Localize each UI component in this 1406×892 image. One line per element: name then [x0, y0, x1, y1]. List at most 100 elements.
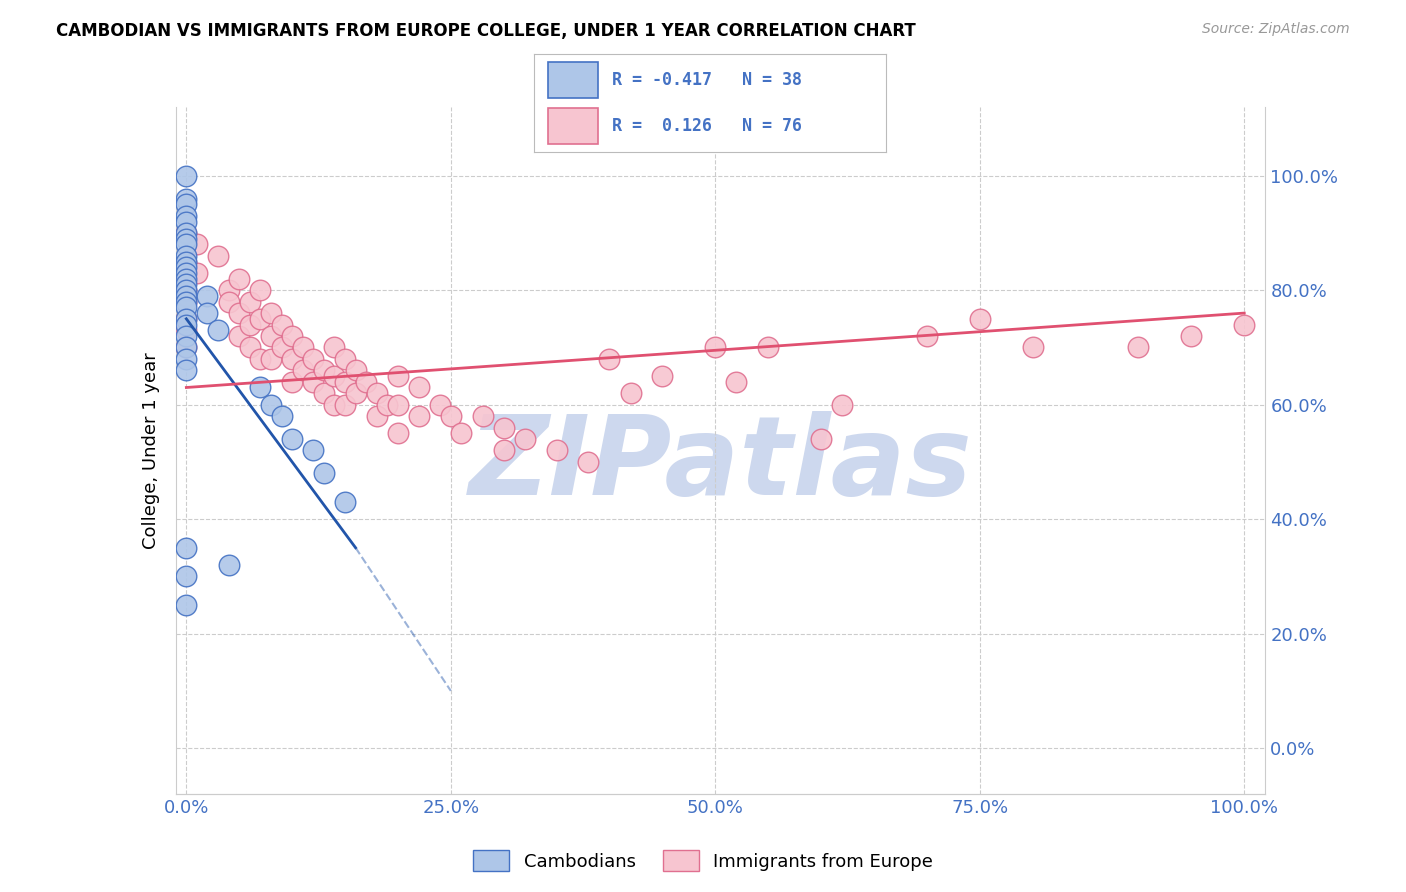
Point — [281, 351, 304, 366]
Bar — [548, 109, 598, 144]
Point — [281, 375, 304, 389]
Point — [176, 329, 198, 343]
Point — [218, 558, 240, 572]
Point — [249, 311, 271, 326]
Point — [366, 386, 388, 401]
Point — [450, 426, 472, 441]
Point — [344, 386, 367, 401]
Point — [312, 386, 335, 401]
Point — [704, 340, 727, 354]
Point — [598, 351, 620, 366]
Point — [375, 398, 398, 412]
Point — [260, 398, 283, 412]
Point — [725, 375, 748, 389]
Point — [176, 541, 198, 555]
Point — [176, 169, 198, 183]
Text: R = -0.417   N = 38: R = -0.417 N = 38 — [612, 71, 801, 89]
Text: R =  0.126   N = 76: R = 0.126 N = 76 — [612, 117, 801, 135]
Point — [228, 306, 250, 320]
Point — [249, 283, 271, 297]
Point — [176, 277, 198, 292]
Point — [408, 409, 430, 424]
Point — [176, 301, 198, 315]
Point — [176, 254, 198, 268]
Point — [366, 409, 388, 424]
Point — [302, 351, 325, 366]
Point — [176, 249, 198, 263]
Point — [176, 237, 198, 252]
Point — [249, 380, 271, 394]
Point — [176, 294, 198, 309]
Point — [239, 318, 262, 332]
Point — [176, 192, 198, 206]
Point — [176, 197, 198, 211]
Point — [333, 398, 356, 412]
Point — [354, 375, 377, 389]
Point — [176, 271, 198, 285]
Point — [176, 254, 198, 268]
Point — [176, 226, 198, 240]
Point — [176, 226, 198, 240]
Point — [492, 420, 515, 434]
Point — [333, 375, 356, 389]
Point — [281, 329, 304, 343]
Point — [1021, 340, 1043, 354]
Point — [176, 323, 198, 337]
Point — [260, 351, 283, 366]
Point — [260, 329, 283, 343]
Point — [176, 340, 198, 354]
Point — [186, 266, 208, 280]
Point — [546, 443, 568, 458]
Point — [176, 214, 198, 228]
Point — [513, 432, 536, 446]
Point — [302, 375, 325, 389]
Point — [915, 329, 938, 343]
Text: CAMBODIAN VS IMMIGRANTS FROM EUROPE COLLEGE, UNDER 1 YEAR CORRELATION CHART: CAMBODIAN VS IMMIGRANTS FROM EUROPE COLL… — [56, 22, 915, 40]
Point — [333, 495, 356, 509]
Point — [176, 294, 198, 309]
Point — [197, 289, 219, 303]
Point — [176, 271, 198, 285]
Point — [228, 329, 250, 343]
Point — [176, 318, 198, 332]
Point — [270, 409, 292, 424]
Point — [312, 363, 335, 377]
Point — [1128, 340, 1150, 354]
Point — [249, 351, 271, 366]
Point — [969, 311, 991, 326]
Point — [831, 398, 853, 412]
Point — [186, 237, 208, 252]
Point — [1233, 318, 1256, 332]
Point — [239, 294, 262, 309]
Point — [471, 409, 494, 424]
Point — [228, 271, 250, 285]
Point — [207, 323, 229, 337]
Point — [176, 283, 198, 297]
Text: ZIPatlas: ZIPatlas — [468, 410, 973, 517]
Point — [176, 598, 198, 612]
Point — [291, 363, 314, 377]
Point — [176, 289, 198, 303]
Point — [440, 409, 463, 424]
Y-axis label: College, Under 1 year: College, Under 1 year — [142, 352, 160, 549]
Point — [620, 386, 643, 401]
Point — [1180, 329, 1202, 343]
Point — [810, 432, 832, 446]
Point — [176, 283, 198, 297]
Point — [387, 369, 409, 384]
Point — [197, 306, 219, 320]
Point — [408, 380, 430, 394]
Point — [176, 209, 198, 223]
Point — [270, 318, 292, 332]
Point — [323, 398, 346, 412]
Point — [492, 443, 515, 458]
Point — [429, 398, 451, 412]
Point — [207, 249, 229, 263]
Point — [239, 340, 262, 354]
Point — [344, 363, 367, 377]
Point — [576, 455, 599, 469]
Point — [176, 569, 198, 583]
Point — [387, 426, 409, 441]
Point — [176, 311, 198, 326]
Point — [302, 443, 325, 458]
